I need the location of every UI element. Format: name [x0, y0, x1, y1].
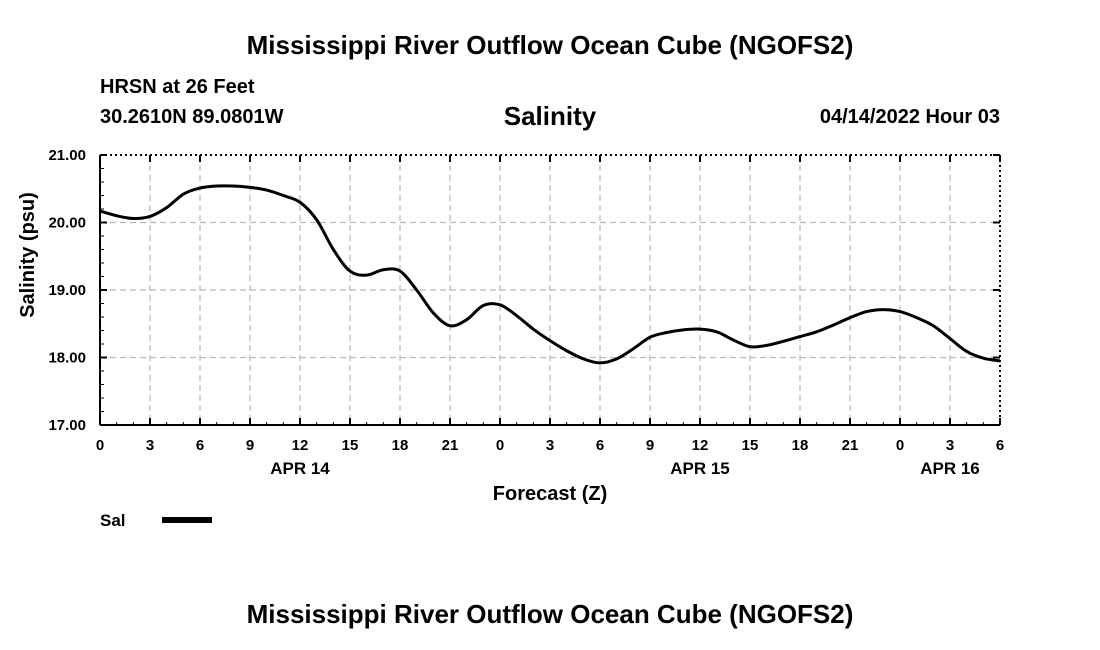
- x-date-label: APR 16: [920, 459, 980, 478]
- x-tick-label: 0: [96, 437, 104, 454]
- x-tick-label: 15: [742, 437, 759, 454]
- x-tick-label: 18: [392, 437, 409, 454]
- x-tick-label: 21: [442, 437, 459, 454]
- station-coordinates: 30.2610N 89.0801W: [100, 106, 284, 128]
- x-tick-label: 9: [246, 437, 254, 454]
- x-tick-label: 9: [646, 437, 654, 454]
- x-tick-label: 15: [342, 437, 359, 454]
- x-tick-label: 18: [792, 437, 809, 454]
- y-tick-label: 20.00: [48, 215, 86, 232]
- x-tick-label: 6: [196, 437, 204, 454]
- y-tick-label: 18.00: [48, 350, 86, 367]
- y-axis-ticks: 17.00 18.00 19.00 20.00 21.00: [48, 147, 1000, 434]
- station-label: HRSN at 26 Feet: [100, 76, 255, 98]
- x-axis-label: Forecast (Z): [493, 483, 607, 505]
- x-axis-ticks: 0 3 6 9 12 15 18 21 0 3 6 9 12 15 18 21 0 3 6: [96, 155, 1004, 454]
- y-tick-label: 17.00: [48, 417, 86, 434]
- x-tick-label: 3: [946, 437, 954, 454]
- x-axis-date-labels: APR 14 APR 15 APR 16: [270, 459, 980, 478]
- y-axis-label: Salinity (psu): [17, 192, 39, 318]
- x-tick-label: 21: [842, 437, 859, 454]
- legend-label: Sal: [100, 511, 126, 530]
- x-tick-label: 6: [996, 437, 1004, 454]
- chart-legend: Sal: [100, 511, 212, 530]
- x-tick-label: 0: [496, 437, 504, 454]
- page-title: Mississippi River Outflow Ocean Cube (NG…: [246, 30, 854, 60]
- x-tick-label: 0: [896, 437, 904, 454]
- x-tick-label: 12: [292, 437, 309, 454]
- chart-title: Salinity: [503, 101, 597, 131]
- x-tick-label: 6: [596, 437, 604, 454]
- footer-title: Mississippi River Outflow Ocean Cube (NG…: [246, 599, 854, 629]
- y-tick-label: 21.00: [48, 147, 86, 164]
- y-tick-label: 19.00: [48, 282, 86, 299]
- chart-series: [99, 184, 1001, 365]
- chart-grid: [100, 155, 1000, 425]
- x-date-label: APR 14: [270, 459, 330, 478]
- x-tick-label: 12: [692, 437, 709, 454]
- forecast-datetime: 04/14/2022 Hour 03: [819, 106, 1000, 128]
- x-tick-label: 3: [146, 437, 154, 454]
- x-date-label: APR 15: [670, 459, 730, 478]
- x-tick-label: 3: [546, 437, 554, 454]
- salinity-chart: 0 3 6 9 12 15 18 21 0 3 6 9 12 15 18 21 0 3 6 17.00 18.00 19…: [17, 147, 1004, 530]
